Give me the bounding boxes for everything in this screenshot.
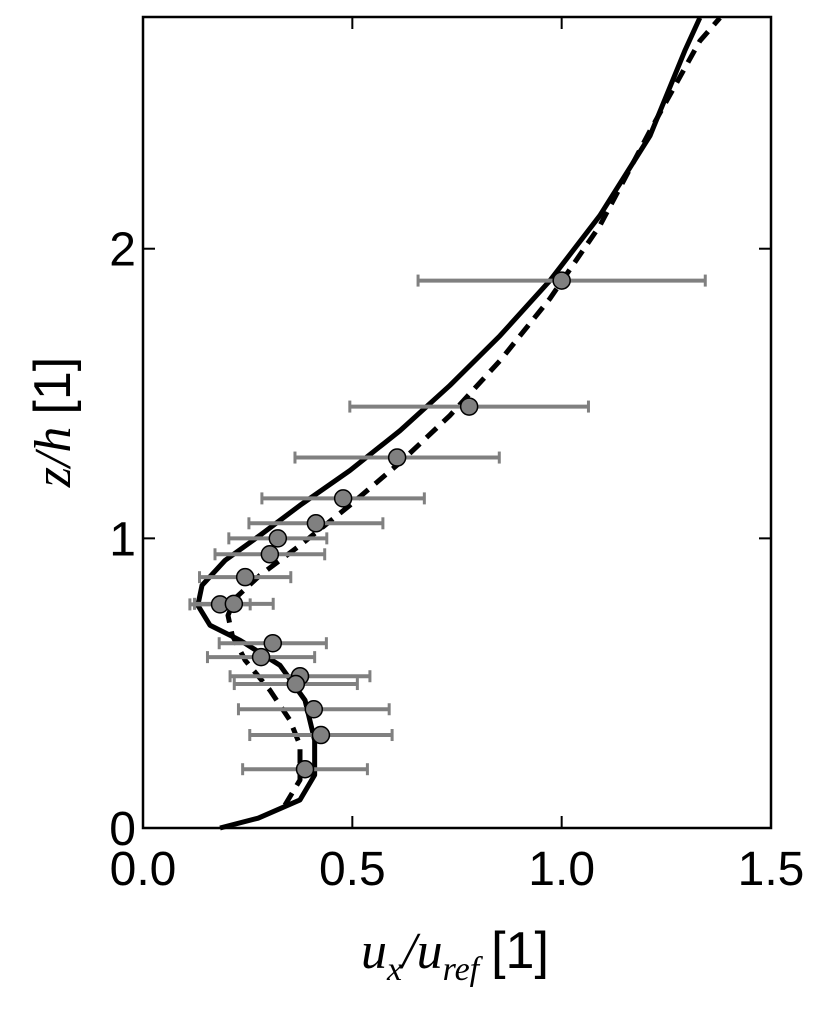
x-tick-label: 1.5 [738, 843, 805, 896]
y-tick-label: 2 [109, 224, 136, 277]
x-label-part: [1] [491, 922, 549, 980]
data-point [387, 448, 407, 467]
y-label-part: [1] [24, 357, 82, 415]
x-label-part: ref [443, 951, 484, 988]
data-point [295, 759, 315, 779]
line [195, 16, 703, 831]
data-point [235, 567, 255, 587]
data-point [251, 647, 271, 667]
plot-frame [141, 15, 773, 830]
x-axis-label: ux/uref [1] [361, 922, 549, 988]
x-label-part: u [361, 923, 387, 980]
y-tick-label: 0 [109, 803, 136, 856]
line [225, 16, 722, 807]
x-label-part: u [417, 923, 443, 980]
data-point [263, 633, 283, 653]
data-point [333, 489, 353, 508]
y-label-part: z/h [25, 427, 82, 489]
y-tick-label: 1 [109, 513, 136, 566]
x-tick-label: 0.5 [319, 843, 386, 896]
y-axis-label: z/h [1] [24, 357, 82, 489]
data-point [459, 397, 479, 416]
x-label-part: / [399, 923, 421, 980]
data-point [268, 529, 288, 548]
data-point [224, 594, 244, 614]
data-point [552, 271, 571, 290]
data-point [260, 545, 280, 564]
x-tick-label: 0.0 [110, 843, 177, 896]
data-point [304, 699, 324, 719]
x-label-part: x [386, 951, 402, 988]
data-point [311, 725, 331, 745]
x-tick-label: 1.0 [528, 843, 595, 896]
data-point [286, 674, 306, 694]
data-point [306, 514, 326, 533]
